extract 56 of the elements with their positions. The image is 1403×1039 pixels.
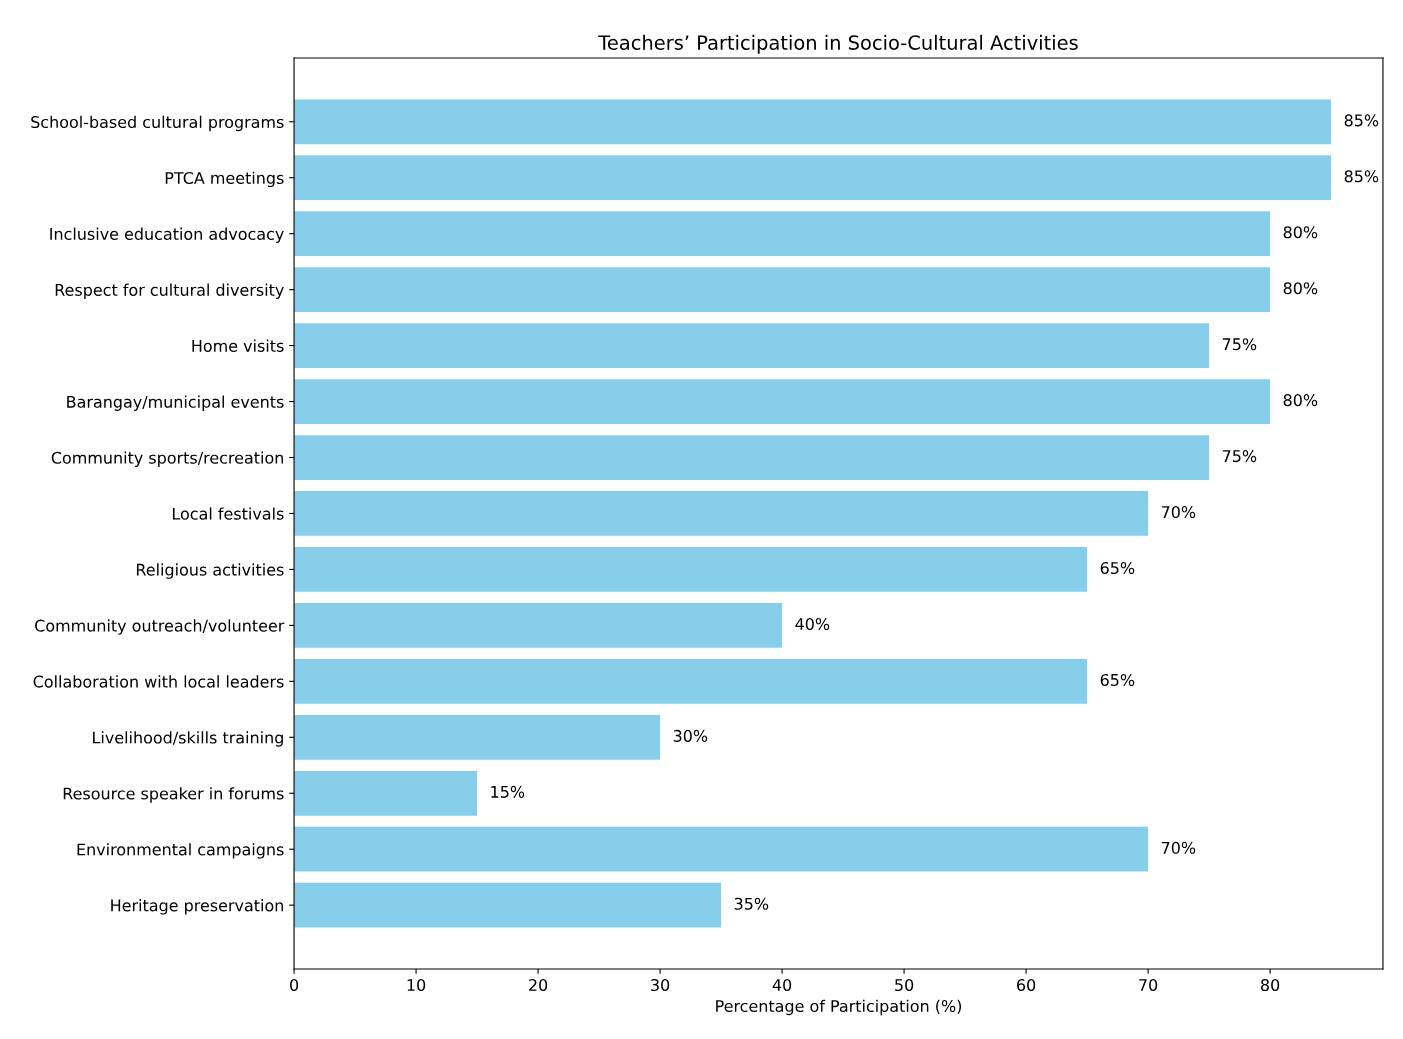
- data-label: 70%: [1161, 841, 1196, 854]
- y-tick-label: PTCA meetings: [165, 171, 284, 188]
- data-label: 40%: [795, 617, 830, 631]
- data-label: 65%: [1100, 561, 1135, 575]
- data-label: 15%: [491, 785, 525, 798]
- y-tick-label: Resource speaker in forums: [63, 787, 284, 803]
- bar: [294, 323, 1210, 368]
- data-label: 85%: [1344, 114, 1379, 127]
- y-tick-label: Local festivals: [172, 507, 284, 520]
- y-tick-label: Home visits: [192, 339, 284, 352]
- bar: [294, 267, 1271, 313]
- x-tick-label: 0: [290, 978, 299, 992]
- bar: [294, 379, 1271, 424]
- data-label: 80%: [1283, 282, 1318, 295]
- y-tick-label: Respect for cultural diversity: [55, 283, 284, 300]
- y-tick-label: Livelihood/skills training: [93, 731, 283, 747]
- x-axis-title: Percentage of Participation (%): [716, 999, 962, 1016]
- data-label: 65%: [1100, 673, 1135, 686]
- x-tick-label: 20: [529, 978, 548, 992]
- bar: [294, 603, 783, 648]
- chart-title: Teachers’ Participation in Socio-Cultural Activities: [598, 34, 1078, 54]
- data-label: 75%: [1222, 450, 1257, 463]
- bar: [294, 99, 1332, 145]
- y-tick-label: Heritage preservation: [111, 899, 283, 915]
- x-tick-label: 50: [895, 978, 914, 992]
- x-tick-label: 10: [407, 978, 426, 992]
- data-label: 80%: [1283, 226, 1318, 239]
- x-tick-label: 70: [1139, 978, 1158, 992]
- bar: [294, 714, 661, 760]
- x-tick-label: 30: [651, 978, 670, 992]
- data-label: 80%: [1283, 394, 1318, 407]
- y-tick-label: Community sports/recreation: [51, 451, 283, 467]
- bar: [294, 770, 478, 816]
- bar: [294, 155, 1332, 201]
- bar: [294, 826, 1149, 872]
- y-tick-label: Environmental campaigns: [77, 843, 284, 859]
- bar: [294, 491, 1149, 536]
- x-tick-label: 80: [1261, 978, 1280, 992]
- data-label: 70%: [1161, 506, 1196, 519]
- x-tick-label: 60: [1017, 978, 1036, 992]
- data-label: 75%: [1222, 338, 1257, 351]
- y-tick-label: Barangay/municipal events: [67, 395, 284, 411]
- y-tick-label: Inclusive education advocacy: [50, 227, 284, 244]
- data-label: 35%: [734, 897, 769, 910]
- data-label: 85%: [1344, 170, 1379, 183]
- y-tick-label: Collaboration with local leaders: [33, 675, 284, 688]
- y-tick-label: Community outreach/volunteer: [35, 619, 285, 635]
- bar: [294, 211, 1271, 257]
- y-tick-label: School-based cultural programs: [31, 115, 284, 132]
- bar: [294, 547, 1088, 592]
- data-label: 30%: [673, 729, 708, 742]
- bar: [294, 435, 1210, 480]
- y-tick-label: Religious activities: [136, 563, 284, 579]
- bar: [294, 658, 1088, 704]
- bar: [294, 882, 722, 928]
- x-tick-label: 40: [772, 978, 792, 992]
